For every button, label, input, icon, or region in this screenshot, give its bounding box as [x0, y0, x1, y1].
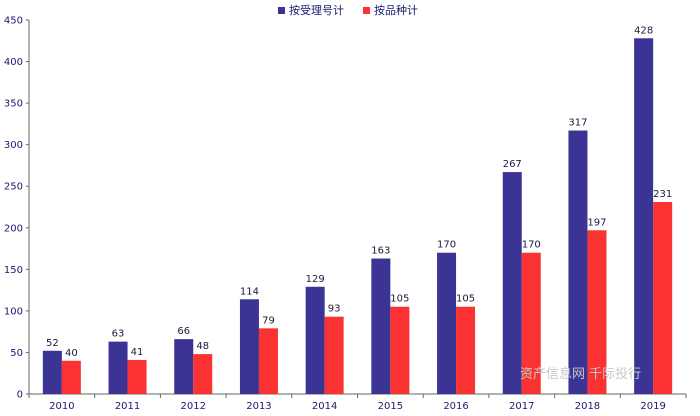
x-tick-label: 2017 [509, 401, 534, 412]
bar-series-2 [127, 359, 147, 394]
watermark-text: 资产信息网 千际投行 [520, 366, 641, 382]
y-tick-label: 350 [4, 99, 23, 110]
data-label: 428 [634, 25, 653, 36]
bar-series-2 [653, 202, 673, 394]
bar-series-2 [521, 252, 541, 394]
bar-series-1 [502, 172, 522, 394]
y-tick-label: 300 [4, 140, 23, 151]
y-tick-label: 400 [4, 57, 23, 68]
x-tick-label: 2018 [575, 401, 600, 412]
data-label: 40 [65, 348, 78, 359]
data-label: 170 [522, 240, 541, 251]
data-labels: 52 63 66 114 129 163 170 267 317 428 40 41 48 79 93 105… [46, 25, 672, 358]
data-label: 267 [503, 159, 522, 170]
x-tick-label: 2011 [115, 401, 140, 412]
bar-series-1 [634, 38, 654, 394]
bar-series-1 [239, 299, 259, 394]
bar-series-1 [568, 130, 588, 394]
bar-series-2 [258, 328, 278, 394]
bar-series-1 [42, 350, 62, 394]
data-label: 93 [328, 304, 341, 315]
data-label: 52 [46, 338, 59, 349]
y-tick-label: 0 [17, 390, 23, 401]
data-label: 105 [456, 294, 475, 305]
data-label: 114 [240, 286, 259, 297]
data-label: 231 [653, 189, 672, 200]
data-label: 163 [371, 246, 390, 257]
x-tick-label: 2014 [312, 401, 337, 412]
y-tick-label: 250 [4, 182, 23, 193]
legend: 按受理号计 按品种计 [278, 3, 418, 17]
data-label: 105 [390, 294, 409, 305]
x-tick-label: 2019 [640, 401, 665, 412]
bar-series-1 [108, 341, 128, 394]
bar-series-1 [437, 252, 457, 394]
legend-swatch [363, 7, 370, 14]
data-label: 63 [112, 329, 125, 340]
x-tick-label: 2012 [181, 401, 206, 412]
data-label: 170 [437, 240, 456, 251]
legend-label: 按品种计 [374, 3, 418, 17]
legend-label: 按受理号计 [289, 3, 344, 17]
data-label: 197 [587, 217, 606, 228]
data-label: 48 [196, 341, 209, 352]
bar-series-2 [390, 306, 410, 394]
y-tick-label: 150 [4, 265, 23, 276]
data-label: 129 [306, 274, 325, 285]
bar-series-2 [587, 230, 607, 394]
data-label: 66 [177, 326, 190, 337]
bar-series-1 [371, 258, 391, 394]
x-tick-label: 2016 [443, 401, 468, 412]
data-label: 79 [262, 315, 275, 326]
bar-series-1 [305, 286, 325, 394]
bar-series-2 [324, 316, 344, 394]
bars [42, 38, 673, 394]
x-tick-label: 2013 [246, 401, 271, 412]
data-label: 317 [568, 118, 587, 129]
bar-series-1 [174, 339, 194, 394]
bar-series-2 [61, 360, 81, 394]
data-label: 41 [131, 347, 144, 358]
x-tick-label: 2010 [49, 401, 74, 412]
y-tick-label: 100 [4, 306, 23, 317]
y-tick-label: 50 [10, 348, 23, 359]
axes: 0 50 100 150 200 250 300 350 400 450 2010 2011 2012 2… [4, 16, 687, 412]
bar-series-2 [193, 354, 213, 394]
bar-series-2 [456, 306, 476, 394]
y-tick-label: 200 [4, 223, 23, 234]
y-tick-label: 450 [4, 16, 23, 27]
x-tick-label: 2015 [378, 401, 403, 412]
legend-swatch [278, 7, 285, 14]
